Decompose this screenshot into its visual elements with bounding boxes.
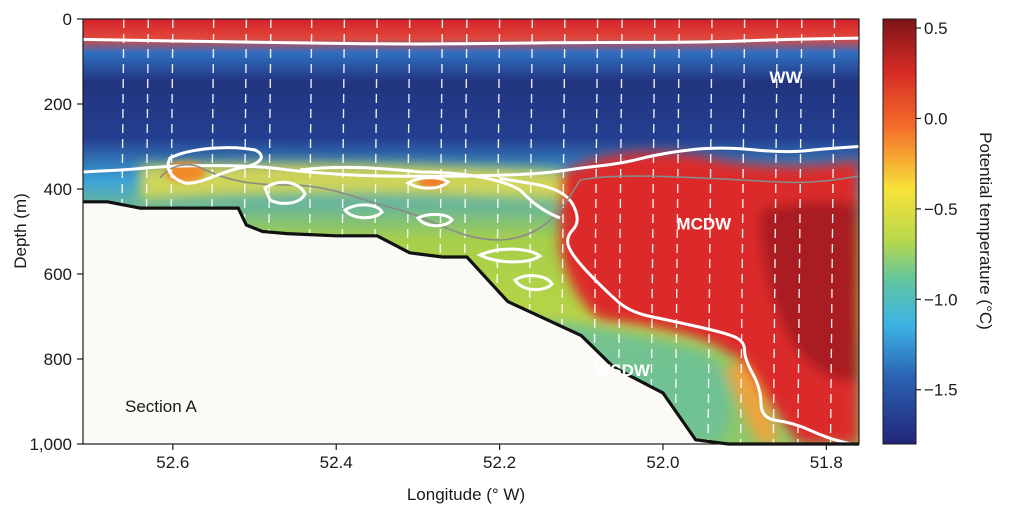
- cast-line: [650, 19, 656, 444]
- cast-line: [405, 19, 411, 444]
- y-tick-label: 0: [63, 10, 72, 29]
- colorbar-tick-label: −1.5: [924, 381, 958, 400]
- eddy-contours: [166, 146, 561, 291]
- colorbar-tick-label: −1.0: [924, 290, 958, 309]
- y-axis: 0 200 400 600 800 1,000: [29, 10, 83, 454]
- x-tick-label: 52.0: [646, 453, 679, 472]
- ww-base-contour: [83, 36, 859, 46]
- water-mass-label: WW: [769, 68, 802, 87]
- water-mass-label: MCDW: [676, 214, 732, 233]
- x-tick-label: 52.4: [320, 453, 353, 472]
- x-tick-label: 52.2: [483, 453, 516, 472]
- colorbar-tick-label: 0.5: [924, 19, 948, 38]
- cast-line: [739, 19, 746, 444]
- colorbar-tick-label: 0.0: [924, 109, 948, 128]
- cast-line: [527, 19, 533, 444]
- x-tick-label: 52.6: [156, 453, 189, 472]
- x-axis: 52.6 52.4 52.2 52.0 51.8: [156, 444, 843, 472]
- x-tick-label: 51.8: [810, 453, 843, 472]
- y-axis-title: Depth (m): [11, 193, 30, 269]
- cast-line: [617, 19, 623, 444]
- y-tick-label: 400: [44, 180, 72, 199]
- section-label: Section A: [125, 397, 197, 416]
- x-axis-title: Longitude (° W): [407, 485, 525, 504]
- seafloor-mask: [83, 201, 859, 444]
- colorbar-title: Potential temperature (°C): [976, 132, 995, 330]
- cast-line: [829, 19, 836, 444]
- cast-line: [592, 19, 599, 444]
- cast-line: [707, 19, 713, 444]
- y-tick-label: 1,000: [29, 435, 72, 454]
- cast-line: [307, 19, 313, 444]
- seafloor-line: [83, 200, 859, 446]
- cast-line: [462, 19, 468, 444]
- colorbar-tick-label: −0.5: [924, 200, 958, 219]
- y-tick-label: 200: [44, 95, 72, 114]
- colorbar-ticks: 0.5 0.0 −0.5 −1.0 −1.5: [916, 19, 958, 400]
- transition-band: [725, 360, 780, 444]
- water-mass-labels: WW MCDW WSDW: [594, 68, 802, 380]
- mcdw-lower-contour: [499, 176, 852, 444]
- cast-line: [339, 19, 346, 444]
- cast-line: [674, 19, 680, 444]
- cast-line: [494, 19, 501, 444]
- cast-line: [797, 19, 803, 444]
- colorbar: [882, 18, 917, 445]
- cast-line: [560, 19, 566, 444]
- cast-line: [772, 19, 778, 444]
- water-mass-label: WSDW: [594, 361, 651, 380]
- plot-frame: [82, 18, 860, 445]
- grey-contour: [159, 163, 859, 241]
- mcdw-deep-core: [760, 201, 859, 381]
- y-tick-label: 800: [44, 350, 72, 369]
- y-tick-label: 600: [44, 265, 72, 284]
- cast-line: [437, 19, 444, 444]
- isotherm-contours: [83, 36, 859, 444]
- cast-line: [372, 19, 378, 444]
